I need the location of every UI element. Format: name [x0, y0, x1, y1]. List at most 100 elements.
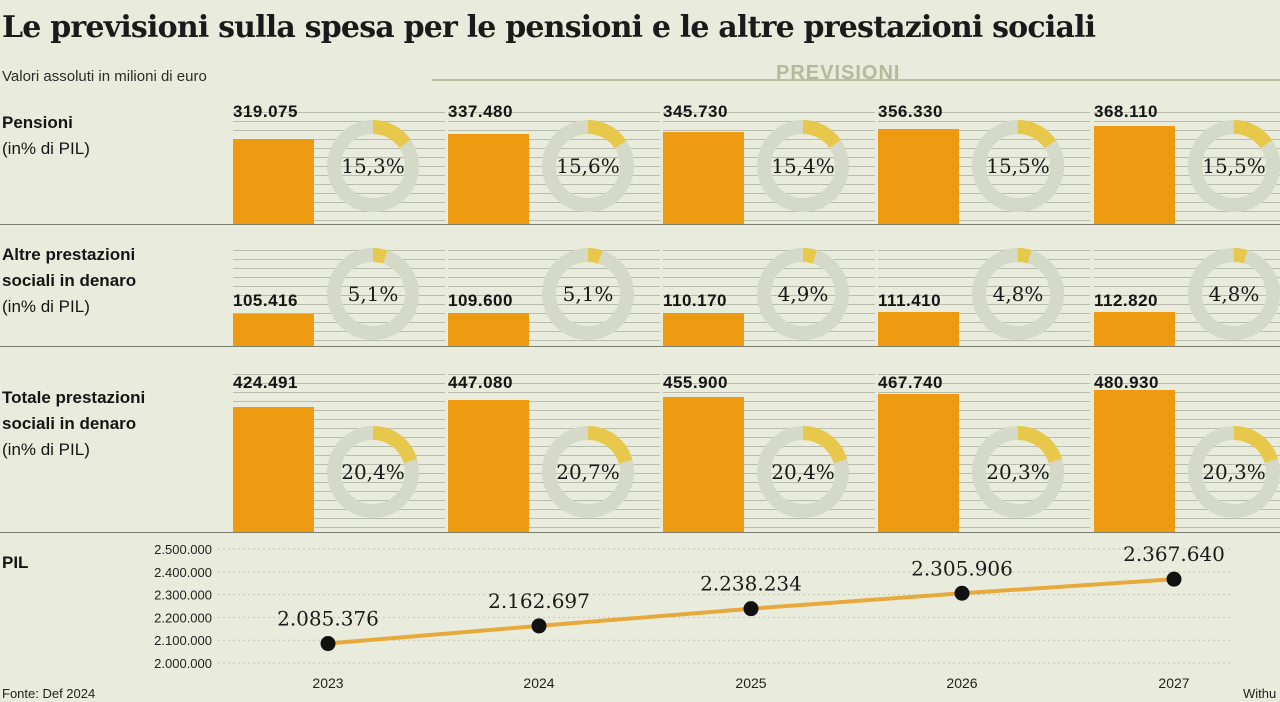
row-name-line: sociali in denaro	[2, 414, 137, 433]
bar-value-label: 356.330	[878, 102, 943, 121]
donut-pct-label: 4,9%	[777, 282, 829, 306]
row-divider	[0, 532, 1280, 533]
bar-value-label: 480.930	[1094, 373, 1159, 392]
bar-pensioni-2027	[1094, 126, 1175, 224]
donut-pensioni-2026: 15,5%	[970, 118, 1066, 214]
donut-pct-label: 20,3%	[986, 460, 1050, 484]
donut-pct-label: 15,3%	[341, 154, 405, 178]
row-name: Pensioni	[2, 113, 73, 132]
pil-y-tick: 2.300.000	[154, 588, 212, 603]
donut-share-arc	[542, 120, 634, 212]
donut-altre-2027: 4,8%	[1186, 246, 1280, 342]
year-tick-label: 2024	[523, 675, 554, 691]
bar-value-label: 345.730	[663, 102, 728, 121]
donut-share-arc	[972, 120, 1064, 212]
bar-totale-2027	[1094, 390, 1175, 532]
watermark: Withu	[1243, 686, 1277, 701]
bar-altre-2027	[1094, 312, 1175, 346]
bar-totale-2025	[663, 397, 744, 532]
pil-point-2024	[531, 618, 547, 634]
donut-share-arc	[542, 248, 634, 340]
year-tick-label: 2023	[312, 675, 343, 691]
row-label-totale: Totale prestazioni sociali in denaro (in…	[2, 385, 145, 463]
forecast-divider	[432, 79, 1280, 81]
bar-altre-2025	[663, 313, 744, 346]
bar-value-label: 111.410	[878, 291, 942, 310]
bar-totale-2026	[878, 394, 959, 532]
pil-point-2026	[954, 585, 970, 601]
pil-y-tick: 2.500.000	[154, 542, 212, 557]
pil-point-2027	[1166, 571, 1182, 587]
donut-altre-2026: 4,8%	[970, 246, 1066, 342]
donut-pct-label: 5,1%	[347, 282, 399, 306]
pil-y-tick: 2.000.000	[154, 656, 212, 671]
pil-value-label: 2.238.234	[700, 572, 802, 596]
pil-point-2023	[320, 636, 336, 652]
donut-totale-2023: 20,4%	[325, 424, 421, 520]
row-label-pensioni: Pensioni (in% di PIL)	[2, 110, 90, 162]
row-note: (in% di PIL)	[2, 139, 90, 158]
row-divider	[0, 346, 1280, 347]
pil-y-tick: 2.100.000	[154, 633, 212, 648]
donut-pct-label: 5,1%	[562, 282, 614, 306]
donut-share-arc	[757, 248, 849, 340]
donut-pct-label: 20,3%	[1202, 460, 1266, 484]
bar-value-label: 424.491	[233, 373, 298, 392]
bar-pensioni-2025	[663, 132, 744, 224]
donut-share-arc	[757, 120, 849, 212]
chart-subtitle: Valori assoluti in milioni di euro	[2, 68, 207, 85]
bar-altre-2023	[233, 314, 314, 346]
bar-value-label: 110.170	[663, 291, 728, 310]
donut-pct-label: 4,8%	[992, 282, 1044, 306]
bar-value-label: 337.480	[448, 102, 513, 121]
donut-altre-2024: 5,1%	[540, 246, 636, 342]
pil-value-label: 2.367.640	[1123, 542, 1225, 566]
row-note: (in% di PIL)	[2, 297, 90, 316]
row-name-line: sociali in denaro	[2, 271, 137, 290]
donut-pct-label: 20,4%	[771, 460, 835, 484]
row-label-altre: Altre prestazioni sociali in denaro (in%…	[2, 242, 136, 320]
bar-altre-2026	[878, 312, 959, 346]
bar-value-label: 105.416	[233, 291, 298, 310]
pil-label: PIL	[2, 553, 29, 572]
bar-totale-2024	[448, 400, 529, 532]
donut-share-arc	[1188, 248, 1280, 340]
donut-share-arc	[1188, 120, 1280, 212]
pil-y-tick: 2.400.000	[154, 565, 212, 580]
pil-value-label: 2.305.906	[911, 556, 1013, 580]
chart-title: Le previsioni sulla spesa per le pension…	[2, 10, 1096, 45]
bar-totale-2023	[233, 407, 314, 532]
pil-line-chart: 2.000.000 2.100.000 2.200.000 2.300.000 2.40…	[154, 542, 1230, 691]
bar-pensioni-2026	[878, 129, 959, 224]
donut-pensioni-2025: 15,4%	[755, 118, 851, 214]
pil-y-tick: 2.200.000	[154, 610, 212, 625]
bar-pensioni-2024	[448, 134, 529, 224]
donut-pct-label: 15,5%	[986, 154, 1050, 178]
source-note: Fonte: Def 2024	[2, 686, 96, 701]
year-tick-label: 2025	[735, 675, 766, 691]
donut-altre-2023: 5,1%	[325, 246, 421, 342]
pil-value-label: 2.085.376	[277, 607, 379, 631]
donut-pct-label: 20,7%	[556, 460, 620, 484]
bar-altre-2024	[448, 313, 529, 346]
donut-totale-2026: 20,3%	[970, 424, 1066, 520]
bar-value-label: 319.075	[233, 102, 298, 121]
row-note: (in% di PIL)	[2, 440, 90, 459]
donut-share-arc	[1188, 426, 1280, 518]
donut-share-arc	[542, 426, 634, 518]
donut-pct-label: 20,4%	[341, 460, 405, 484]
donut-pensioni-2024: 15,6%	[540, 118, 636, 214]
donut-share-arc	[327, 120, 419, 212]
donut-pct-label: 15,6%	[556, 154, 620, 178]
donut-pct-label: 4,8%	[1208, 282, 1260, 306]
bar-value-label: 455.900	[663, 373, 728, 392]
donut-share-arc	[327, 426, 419, 518]
bar-value-label: 368.110	[1094, 102, 1159, 121]
bar-value-label: 467.740	[878, 373, 943, 392]
bar-value-label: 112.820	[1094, 291, 1159, 310]
row-divider	[0, 224, 1280, 225]
year-tick-label: 2026	[946, 675, 977, 691]
donut-share-arc	[757, 426, 849, 518]
donut-share-arc	[327, 248, 419, 340]
row-name-line: Altre prestazioni	[2, 245, 136, 264]
